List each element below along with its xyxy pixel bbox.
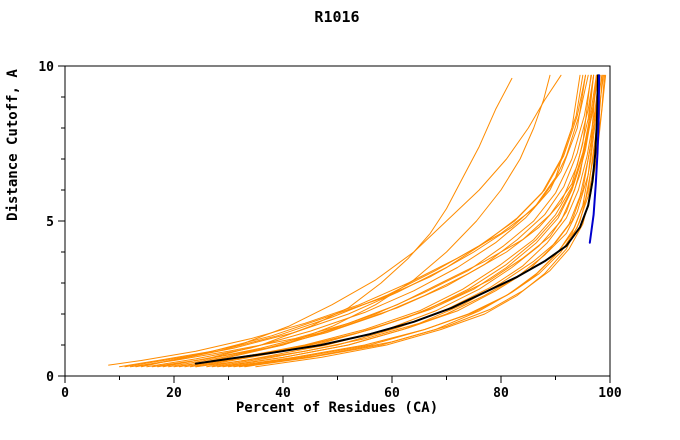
model-curve: [233, 74, 603, 368]
model-curve: [129, 74, 592, 368]
model-curve: [157, 74, 592, 368]
x-tick-label: 60: [384, 386, 400, 401]
x-tick-label: 80: [493, 386, 509, 401]
plot-frame: [64, 65, 611, 377]
model-curve: [255, 74, 604, 368]
highlight-curve: [588, 74, 601, 244]
reference-curve: [194, 74, 599, 365]
model-curve: [119, 74, 586, 368]
model-curve: [178, 74, 551, 368]
y-tick-label: 5: [46, 215, 54, 230]
model-curve: [124, 74, 584, 368]
x-tick-label: 0: [61, 386, 69, 401]
model-curve: [184, 74, 597, 368]
model-curve: [146, 74, 589, 368]
model-curve: [195, 74, 597, 368]
model-curve: [135, 74, 586, 368]
y-tick-label: 10: [38, 60, 54, 75]
x-tick-label: 100: [598, 386, 622, 401]
model-curve: [206, 74, 599, 368]
chart-title: R1016: [314, 8, 359, 26]
model-curve: [151, 74, 595, 368]
model-curve: [108, 74, 581, 366]
model-curve: [211, 74, 600, 368]
model-curve: [244, 74, 605, 368]
x-tick-label: 40: [275, 386, 291, 401]
model-curve: [189, 74, 598, 368]
model-curve: [228, 74, 603, 368]
y-axis-label: Distance Cutoff, A: [5, 69, 21, 221]
model-curve: [140, 74, 562, 368]
x-tick-label: 20: [166, 386, 182, 401]
x-axis-label: Percent of Residues (CA): [236, 400, 438, 416]
plot-area: 0 20 40 60 80 100 0 5 10: [38, 60, 622, 401]
y-tick-label: 0: [46, 370, 54, 385]
model-curve: [168, 74, 595, 368]
